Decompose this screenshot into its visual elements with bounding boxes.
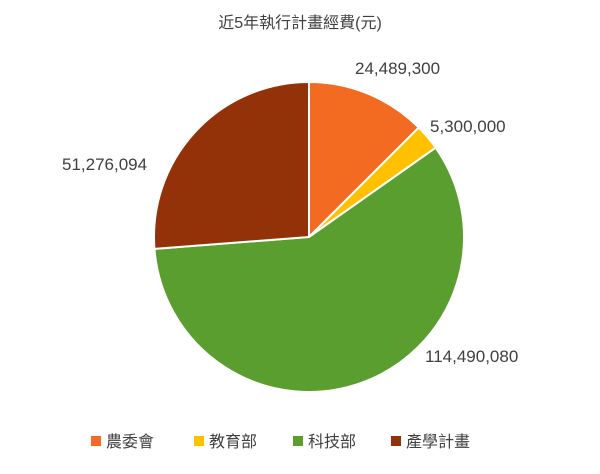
legend-label: 農委會 — [106, 433, 154, 451]
legend-swatch — [194, 436, 204, 446]
legend-item-1: 教育部 — [194, 433, 257, 451]
legend-label: 教育部 — [209, 433, 257, 451]
pie-slices — [153, 81, 465, 393]
legend-item-2: 科技部 — [293, 433, 356, 451]
legend-swatch — [293, 436, 303, 446]
pie-slice-3 — [153, 81, 310, 250]
legend-swatch — [91, 436, 101, 446]
legend-item-0: 農委會 — [91, 433, 154, 451]
data-label-0: 24,489,300 — [355, 59, 440, 78]
data-label-3: 51,276,094 — [62, 155, 147, 174]
legend-label: 科技部 — [308, 433, 356, 451]
legend-label: 產學計畫 — [406, 433, 470, 451]
data-label-1: 5,300,000 — [430, 117, 506, 136]
legend-item-3: 產學計畫 — [391, 433, 470, 451]
chart-title: 近5年執行計畫經費(元) — [218, 14, 382, 32]
pie-slice-2 — [153, 146, 465, 393]
data-label-2: 114,490,080 — [425, 347, 518, 366]
legend-swatch — [391, 436, 401, 446]
data-labels: 24,489,300 5,300,000 114,490,080 51,276,094 — [62, 59, 518, 366]
pie-slice-0 — [308, 81, 420, 238]
legend: 農委會 教育部 科技部 產學計畫 — [91, 433, 470, 451]
